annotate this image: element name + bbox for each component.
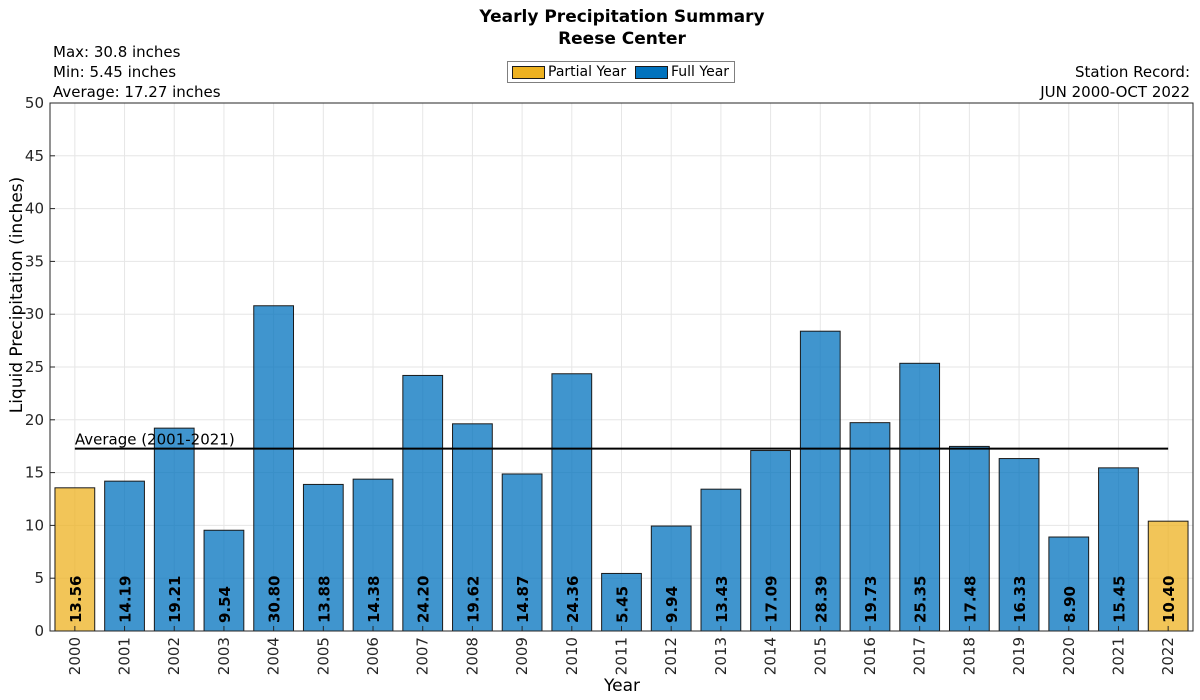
x-tick-label-2009: 2009: [513, 637, 531, 675]
value-label-2000: 13.56: [67, 576, 85, 623]
x-tick-label-2021: 2021: [1109, 637, 1127, 675]
chart-subtitle: Reese Center: [558, 29, 686, 49]
x-tick-label-2011: 2011: [613, 637, 631, 675]
value-label-2004: 30.80: [266, 576, 284, 623]
bar-2001: [104, 480, 145, 632]
value-label-2020: 8.90: [1061, 586, 1079, 623]
legend-label-full: Full Year: [671, 64, 730, 80]
value-label-2018: 17.48: [961, 576, 979, 623]
y-tick-label: 50: [25, 94, 44, 112]
bar-2017: [899, 362, 941, 632]
value-label-2001: 14.19: [117, 576, 135, 623]
value-label-2007: 24.20: [415, 576, 433, 623]
x-tick-label-2006: 2006: [364, 637, 382, 675]
x-tick-label-2002: 2002: [165, 637, 183, 675]
x-tick-label-2014: 2014: [762, 637, 780, 675]
bar-2022: [1147, 520, 1189, 632]
x-tick-label-2016: 2016: [861, 637, 879, 675]
y-tick-label: 10: [25, 516, 44, 534]
stat-average: Average: 17.27 inches: [53, 83, 221, 101]
x-tick-label-2005: 2005: [314, 637, 332, 675]
bar-2000: [54, 487, 96, 632]
bar-2006: [352, 478, 394, 632]
x-tick-label-2019: 2019: [1010, 637, 1028, 675]
value-label-2021: 15.45: [1110, 576, 1128, 623]
bar-2002: [153, 427, 195, 632]
stat-max: Max: 30.8 inches: [53, 43, 181, 61]
legend-item-full: Full Year: [635, 64, 729, 80]
x-tick-label-2003: 2003: [215, 637, 233, 675]
x-tick-label-2008: 2008: [463, 637, 481, 675]
legend-swatch-full: [635, 65, 668, 79]
bar-2009: [501, 473, 543, 632]
x-tick-label-2004: 2004: [265, 637, 283, 675]
value-label-2003: 9.54: [216, 586, 234, 623]
x-tick-label-2007: 2007: [414, 637, 432, 675]
y-tick-label: 35: [25, 252, 44, 270]
value-label-2009: 14.87: [514, 576, 532, 623]
y-tick-label: 20: [25, 411, 44, 429]
bar-2008: [452, 423, 493, 632]
y-tick-label: 0: [34, 622, 44, 640]
x-tick-label-2015: 2015: [811, 637, 829, 675]
stat-min: Min: 5.45 inches: [53, 63, 177, 81]
bar-2019: [998, 458, 1040, 632]
value-label-2022: 10.40: [1160, 576, 1178, 623]
bar-2007: [402, 374, 444, 632]
y-tick-label: 15: [25, 464, 44, 482]
station-record-range: JUN 2000-OCT 2022: [1040, 83, 1190, 101]
value-label-2006: 14.38: [365, 576, 383, 623]
bar-2005: [302, 483, 344, 632]
bar-2012: [650, 525, 692, 632]
bar-2004: [253, 305, 295, 632]
value-label-2010: 24.36: [564, 576, 582, 623]
value-label-2012: 9.94: [663, 586, 681, 623]
x-tick-label-2012: 2012: [662, 637, 680, 675]
value-label-2008: 19.62: [464, 576, 482, 623]
x-tick-label-2018: 2018: [960, 637, 978, 675]
legend-swatch-partial: [512, 65, 545, 79]
bar-2015: [799, 330, 841, 632]
bar-2003: [203, 529, 245, 632]
y-tick-label: 40: [25, 200, 44, 218]
bar-2021: [1098, 467, 1139, 632]
average-line-label: Average (2001-2021): [75, 431, 235, 449]
station-record-label: Station Record:: [1075, 63, 1190, 81]
legend: Partial Year Full Year: [507, 61, 735, 83]
value-label-2014: 17.09: [763, 576, 781, 623]
value-label-2005: 13.88: [315, 576, 333, 623]
value-label-2002: 19.21: [166, 576, 184, 623]
bar-2013: [700, 488, 742, 632]
value-label-2019: 16.33: [1011, 576, 1029, 623]
y-tick-label: 30: [25, 305, 44, 323]
y-tick-label: 5: [34, 569, 44, 587]
x-tick-label-2022: 2022: [1159, 637, 1177, 675]
x-tick-label-2001: 2001: [116, 637, 134, 675]
x-tick-label-2013: 2013: [712, 637, 730, 675]
value-label-2015: 28.39: [812, 576, 830, 623]
x-tick-label-2017: 2017: [911, 637, 929, 675]
value-label-2013: 13.43: [713, 576, 731, 623]
value-label-2017: 25.35: [912, 576, 930, 623]
legend-item-partial: Partial Year: [512, 64, 626, 80]
bar-2011: [601, 572, 642, 632]
y-tick-label: 25: [25, 358, 44, 376]
bar-2018: [948, 445, 990, 632]
legend-label-partial: Partial Year: [548, 64, 627, 80]
x-axis-label: Year: [604, 676, 640, 696]
y-tick-label: 45: [25, 147, 44, 165]
value-label-2016: 19.73: [862, 576, 880, 623]
plot-frame: [49, 102, 1194, 632]
value-label-2011: 5.45: [614, 586, 632, 623]
x-tick-label-2010: 2010: [563, 637, 581, 675]
bar-2010: [551, 373, 593, 632]
x-tick-label-2000: 2000: [66, 637, 84, 675]
chart-title: Yearly Precipitation Summary: [479, 7, 765, 27]
x-tick-label-2020: 2020: [1060, 637, 1078, 675]
